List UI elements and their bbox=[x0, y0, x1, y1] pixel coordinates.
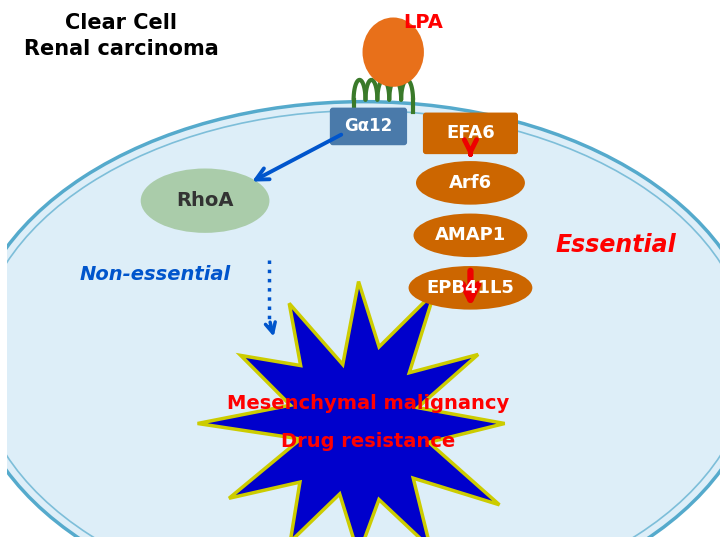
Text: Non-essential: Non-essential bbox=[80, 266, 231, 285]
Text: EPB41L5: EPB41L5 bbox=[426, 279, 514, 297]
FancyBboxPatch shape bbox=[330, 107, 407, 145]
Text: Essential: Essential bbox=[556, 233, 676, 257]
FancyBboxPatch shape bbox=[423, 112, 518, 154]
Text: RhoA: RhoA bbox=[176, 191, 234, 210]
Text: Mesenchymal malignancy: Mesenchymal malignancy bbox=[228, 394, 510, 413]
Ellipse shape bbox=[408, 266, 532, 309]
Text: LPA: LPA bbox=[403, 13, 443, 32]
Text: Arf6: Arf6 bbox=[449, 174, 492, 192]
Ellipse shape bbox=[0, 102, 720, 540]
Ellipse shape bbox=[363, 17, 424, 87]
Ellipse shape bbox=[413, 213, 527, 257]
Text: Drug resistance: Drug resistance bbox=[282, 432, 456, 451]
Polygon shape bbox=[197, 281, 505, 540]
Ellipse shape bbox=[140, 168, 269, 233]
Text: EFA6: EFA6 bbox=[446, 124, 495, 143]
Ellipse shape bbox=[416, 161, 525, 205]
Text: AMAP1: AMAP1 bbox=[435, 226, 506, 244]
Text: Clear Cell
Renal carcinoma: Clear Cell Renal carcinoma bbox=[24, 12, 218, 59]
Text: Gα12: Gα12 bbox=[344, 117, 392, 136]
